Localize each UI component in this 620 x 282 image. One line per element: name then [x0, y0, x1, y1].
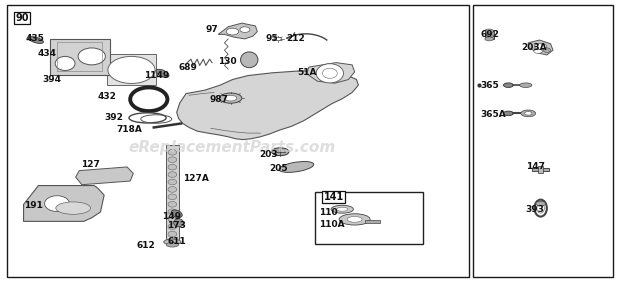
- Ellipse shape: [272, 148, 289, 156]
- Ellipse shape: [503, 83, 513, 87]
- Text: 95: 95: [265, 34, 278, 43]
- Text: 97: 97: [206, 25, 219, 34]
- Bar: [485, 31, 494, 39]
- Ellipse shape: [168, 149, 177, 155]
- Text: 392: 392: [104, 113, 123, 122]
- Ellipse shape: [226, 28, 239, 35]
- Text: 147: 147: [526, 162, 545, 171]
- Text: *: *: [273, 34, 277, 43]
- Ellipse shape: [168, 209, 177, 215]
- Text: 149: 149: [162, 212, 182, 221]
- Polygon shape: [50, 39, 110, 75]
- Ellipse shape: [29, 37, 43, 43]
- Ellipse shape: [485, 37, 494, 41]
- Ellipse shape: [166, 243, 179, 247]
- Text: eReplacementParts.com: eReplacementParts.com: [129, 140, 336, 155]
- Ellipse shape: [485, 29, 494, 33]
- Ellipse shape: [347, 217, 362, 222]
- Text: 1149: 1149: [144, 71, 169, 80]
- Text: 203: 203: [259, 150, 278, 159]
- Ellipse shape: [241, 52, 258, 68]
- Text: 689: 689: [179, 63, 197, 72]
- Ellipse shape: [534, 44, 547, 49]
- Ellipse shape: [45, 196, 69, 212]
- Ellipse shape: [331, 205, 353, 213]
- Ellipse shape: [337, 207, 348, 211]
- Text: 205: 205: [270, 164, 288, 173]
- Bar: [57, 42, 102, 70]
- Ellipse shape: [168, 172, 177, 177]
- Bar: [315, 192, 423, 244]
- Ellipse shape: [168, 224, 177, 230]
- Ellipse shape: [536, 201, 546, 206]
- Ellipse shape: [240, 27, 250, 32]
- Text: 612: 612: [136, 241, 155, 250]
- Text: 90: 90: [16, 13, 29, 23]
- Text: 365A: 365A: [480, 110, 507, 119]
- Ellipse shape: [521, 110, 536, 117]
- Ellipse shape: [171, 210, 182, 217]
- Text: 110: 110: [319, 208, 338, 217]
- Ellipse shape: [174, 219, 184, 227]
- Text: 141: 141: [324, 192, 344, 202]
- Text: 212: 212: [286, 34, 305, 43]
- Ellipse shape: [168, 216, 177, 222]
- Ellipse shape: [279, 162, 314, 172]
- Polygon shape: [177, 71, 358, 140]
- Bar: [7, 5, 469, 277]
- Bar: [538, 166, 543, 173]
- Ellipse shape: [316, 64, 343, 83]
- Bar: [473, 5, 613, 277]
- Text: 692: 692: [480, 30, 499, 39]
- Text: 718A: 718A: [117, 125, 143, 134]
- Ellipse shape: [168, 231, 177, 237]
- Ellipse shape: [168, 187, 177, 192]
- Text: 173: 173: [167, 221, 186, 230]
- Text: 51A: 51A: [298, 68, 317, 77]
- Ellipse shape: [537, 203, 544, 213]
- Ellipse shape: [164, 239, 181, 245]
- Text: 110A: 110A: [319, 220, 345, 229]
- Ellipse shape: [224, 95, 237, 101]
- Ellipse shape: [520, 83, 532, 87]
- Text: 987: 987: [210, 95, 229, 104]
- Ellipse shape: [108, 56, 155, 83]
- Ellipse shape: [55, 56, 75, 70]
- Polygon shape: [76, 167, 133, 185]
- Text: 203A: 203A: [521, 43, 546, 52]
- Text: 130: 130: [218, 57, 237, 66]
- Polygon shape: [528, 40, 553, 55]
- Text: 611: 611: [167, 237, 186, 246]
- Ellipse shape: [168, 164, 177, 170]
- Ellipse shape: [56, 202, 91, 214]
- Polygon shape: [107, 54, 156, 85]
- Text: 394: 394: [42, 75, 61, 84]
- Polygon shape: [307, 63, 355, 83]
- Text: 434: 434: [37, 49, 56, 58]
- Text: 393: 393: [526, 205, 544, 214]
- Bar: [365, 220, 380, 223]
- Ellipse shape: [168, 179, 177, 185]
- Bar: [166, 145, 179, 241]
- Ellipse shape: [339, 214, 370, 225]
- Ellipse shape: [78, 48, 105, 65]
- Ellipse shape: [168, 194, 177, 200]
- Text: 432: 432: [98, 92, 117, 101]
- Polygon shape: [24, 186, 104, 221]
- Bar: [532, 168, 549, 171]
- Text: 127: 127: [81, 160, 99, 169]
- Ellipse shape: [525, 112, 532, 115]
- Ellipse shape: [534, 49, 542, 53]
- Ellipse shape: [543, 48, 551, 52]
- Text: 365: 365: [480, 81, 499, 90]
- Ellipse shape: [156, 69, 169, 77]
- Ellipse shape: [168, 157, 177, 162]
- Polygon shape: [218, 23, 257, 39]
- Ellipse shape: [168, 202, 177, 207]
- Text: 435: 435: [26, 34, 45, 43]
- Text: 191: 191: [24, 201, 42, 210]
- Ellipse shape: [219, 93, 242, 103]
- Ellipse shape: [503, 111, 513, 116]
- Text: 127A: 127A: [183, 174, 209, 183]
